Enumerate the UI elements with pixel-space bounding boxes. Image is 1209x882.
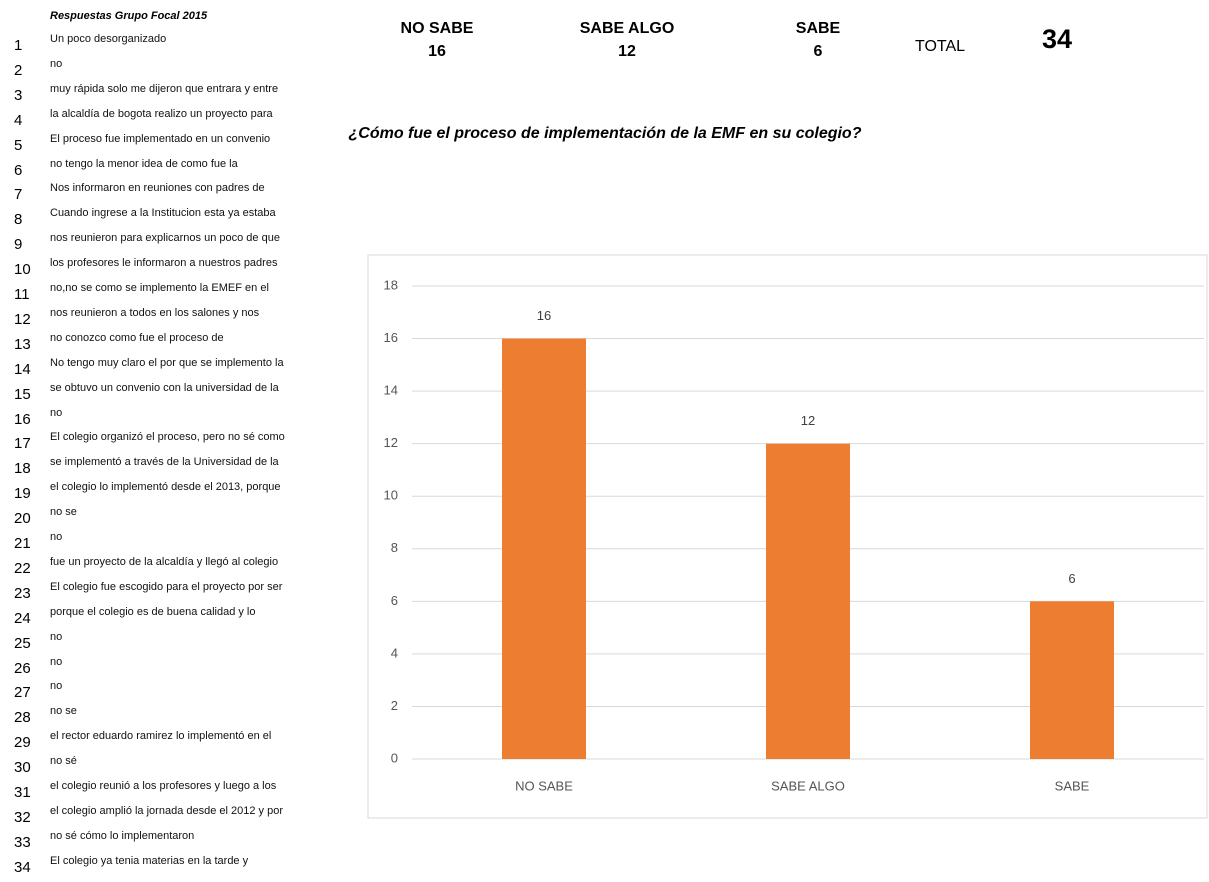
data-label: 16: [537, 308, 551, 323]
row-number: 3: [14, 86, 23, 104]
y-tick-label: 10: [384, 488, 398, 503]
summary-label: SABE ALGO: [579, 20, 675, 37]
response-text: los profesores le informaron a nuestros …: [50, 257, 278, 270]
summary-label: SABE: [795, 20, 841, 37]
response-text: el rector eduardo ramirez lo implementó …: [50, 730, 272, 743]
y-tick-label: 4: [391, 645, 398, 660]
row-number: 6: [14, 161, 23, 179]
response-text: no sé cómo lo implementaron: [50, 829, 195, 842]
chart-title: ¿Cómo fue el proceso de implementación d…: [348, 125, 862, 142]
response-text: el colegio lo implementó desde el 2013, …: [50, 481, 281, 494]
row-number: 23: [14, 584, 31, 602]
y-tick-label: 18: [384, 277, 398, 292]
row-number: 30: [14, 759, 31, 777]
x-tick-label: NO SABE: [515, 778, 573, 793]
row-number: 17: [14, 435, 31, 453]
row-number: 24: [14, 609, 31, 627]
row-number: 12: [14, 310, 31, 328]
row-number: 18: [14, 460, 31, 478]
bar: [766, 443, 850, 759]
summary-value: 12: [618, 43, 636, 60]
summary-label: NO SABE: [400, 20, 474, 37]
row-number: 2: [14, 61, 23, 79]
x-tick-label: SABE ALGO: [771, 778, 845, 793]
response-text: Un poco desorganizado: [50, 33, 167, 45]
row-number: 11: [14, 286, 30, 303]
row-number: 25: [14, 634, 31, 652]
response-text: El colegio fue escogido para el proyecto…: [50, 580, 283, 593]
row-number: 26: [14, 659, 31, 677]
response-text: no: [50, 680, 63, 693]
total-value: 34: [1041, 24, 1073, 54]
response-text: el colegio reunió a los profesores y lue…: [50, 780, 277, 792]
row-number: 14: [14, 360, 31, 378]
row-number: 32: [14, 808, 31, 826]
response-text: El colegio organizó el proceso, pero no …: [50, 431, 285, 444]
row-number: 15: [14, 385, 31, 403]
x-tick-label: SABE: [1055, 778, 1090, 793]
response-text: la alcaldía de bogota realizo un proyect…: [50, 107, 273, 120]
y-tick-label: 2: [391, 698, 398, 713]
row-number: 20: [14, 510, 31, 528]
response-text: nos reunieron a todos en los salones y n…: [50, 306, 260, 319]
summary-value: 16: [428, 43, 446, 60]
row-number: 5: [14, 136, 23, 154]
response-text: El proceso fue implementado en un conven…: [50, 132, 271, 145]
row-number: 10: [14, 261, 31, 279]
response-text: No tengo muy claro el por que se impleme…: [50, 356, 284, 369]
response-text: no,no se como se implemento la EMEF en e…: [50, 282, 269, 294]
response-text: no se: [50, 705, 77, 718]
response-text: El colegio ya tenia materias en la tarde…: [50, 854, 249, 867]
response-text: no: [50, 655, 63, 668]
row-number: 27: [14, 684, 31, 702]
y-tick-label: 16: [384, 330, 398, 345]
row-number: 21: [14, 535, 31, 552]
row-number: 22: [14, 559, 31, 577]
response-text: se implementó a través de la Universidad…: [50, 456, 279, 469]
y-tick-label: 8: [391, 540, 398, 555]
row-number: 29: [14, 734, 31, 752]
response-text: no tengo la menor idea de como fue la: [50, 157, 238, 170]
summary-value: 6: [813, 43, 823, 60]
response-text: no: [50, 531, 63, 543]
response-text: no se: [50, 506, 77, 519]
response-text: no: [50, 406, 63, 419]
bar: [502, 338, 586, 759]
response-text: muy rápida solo me dijeron que entrara y…: [50, 82, 279, 95]
response-text: el colegio amplió la jornada desde el 20…: [50, 804, 283, 817]
row-number: 33: [14, 833, 31, 851]
row-number: 19: [14, 485, 31, 503]
response-text: Cuando ingrese a la Institucion esta ya …: [50, 207, 276, 220]
data-label: 6: [1068, 571, 1075, 586]
y-tick-label: 14: [384, 383, 398, 398]
row-number: 8: [14, 211, 23, 229]
row-number: 34: [14, 858, 31, 876]
row-number: 4: [14, 111, 23, 129]
response-text: no conozco como fue el proceso de: [50, 331, 224, 344]
y-tick-label: 12: [384, 435, 398, 450]
total-label: TOTAL: [914, 38, 966, 55]
row-number: 9: [14, 236, 23, 254]
response-text: nos reunieron para explicarnos un poco d…: [50, 232, 280, 245]
row-number: 16: [14, 410, 31, 428]
row-number: 31: [14, 784, 31, 801]
response-text: no: [50, 630, 63, 643]
row-number: 1: [14, 37, 23, 54]
bar: [1030, 601, 1114, 759]
response-text: porque el colegio es de buena calidad y …: [50, 605, 256, 618]
list-title: Respuestas Grupo Focal 2015: [50, 10, 208, 22]
response-text: se obtuvo un convenio con la universidad…: [50, 381, 279, 394]
response-text: Nos informaron en reuniones con padres d…: [50, 182, 265, 195]
row-number: 13: [14, 335, 31, 353]
response-text: fue un proyecto de la alcaldía y llegó a…: [50, 555, 279, 568]
data-label: 12: [801, 413, 815, 428]
response-text: no sé: [50, 755, 77, 768]
row-number: 7: [14, 186, 23, 204]
response-text: no: [50, 57, 63, 70]
y-tick-label: 6: [391, 593, 398, 608]
row-number: 28: [14, 709, 31, 727]
y-tick-label: 0: [391, 750, 398, 765]
